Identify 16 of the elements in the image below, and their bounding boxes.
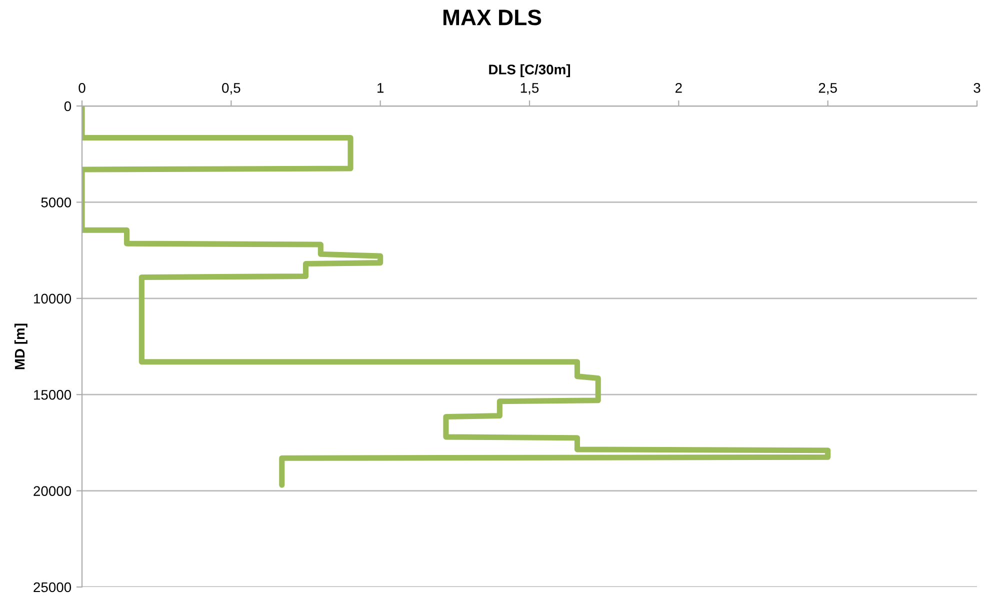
x-tick-label: 3 bbox=[974, 83, 980, 93]
x-tick-label: 2 bbox=[676, 83, 682, 93]
x-tick-label: 1 bbox=[378, 83, 384, 93]
x-axis-title: DLS [C/30m] bbox=[489, 64, 570, 78]
x-tick-label: 0,5 bbox=[222, 83, 240, 94]
y-tick-label: 0 bbox=[64, 101, 72, 112]
x-tick-label: 2,5 bbox=[818, 83, 837, 94]
y-tick-label: 5000 bbox=[41, 198, 72, 208]
y-axis-title: MD [m] bbox=[14, 324, 28, 370]
chart-title: MAX DLS bbox=[443, 10, 542, 26]
y-tick-label: 15000 bbox=[34, 390, 72, 400]
x-tick-label: 1,5 bbox=[520, 83, 539, 94]
y-tick-label: 10000 bbox=[34, 294, 72, 304]
y-tick-label: 20000 bbox=[34, 486, 72, 496]
y-tick-label: 25000 bbox=[34, 582, 72, 592]
x-tick-label: 0 bbox=[78, 83, 86, 93]
